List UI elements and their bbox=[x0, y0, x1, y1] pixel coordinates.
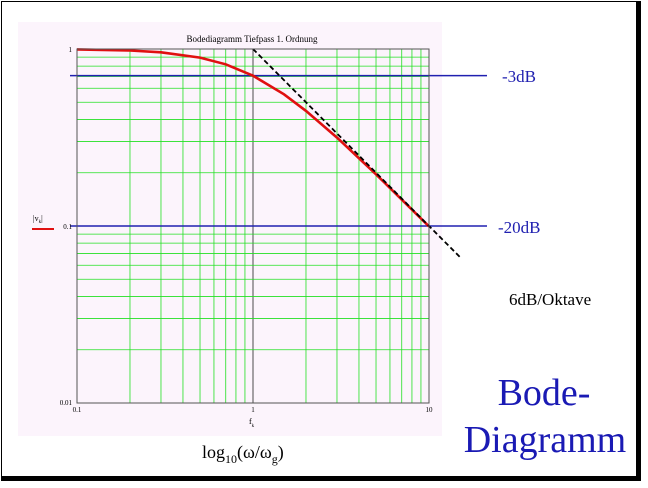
slide-title-line-1: Bode- bbox=[498, 372, 591, 414]
x-tick-label-0-1: 0.1 bbox=[73, 406, 82, 414]
magnitude-curve bbox=[76, 48, 430, 228]
slope-annotation: 6dB/Oktave bbox=[509, 290, 591, 309]
chart-title: Bodediagramm Tiefpass 1. Ordnung bbox=[187, 34, 318, 44]
plot-border bbox=[76, 48, 430, 404]
y-tick-label-0-1: 0.1 bbox=[63, 223, 72, 231]
plot-panel bbox=[18, 22, 442, 436]
ref-label-minus-3db: -3dB bbox=[502, 67, 536, 86]
asymptote-line bbox=[252, 48, 461, 258]
ref-label-minus-20db: -20dB bbox=[498, 218, 541, 237]
slide-title-line-2: Diagramm bbox=[464, 419, 627, 461]
x-tick-label-1: 1 bbox=[251, 406, 255, 414]
y-tick-label-1: 1 bbox=[69, 46, 73, 54]
y-axis-symbol: |vk| bbox=[33, 214, 43, 225]
x-axis-label: log10(ω/ωg) bbox=[202, 442, 284, 466]
x-tick-label-10: 10 bbox=[426, 406, 434, 414]
y-tick-label-0-01: 0.01 bbox=[60, 399, 73, 407]
x-axis-symbol: fk bbox=[249, 417, 255, 429]
curves bbox=[76, 48, 461, 258]
